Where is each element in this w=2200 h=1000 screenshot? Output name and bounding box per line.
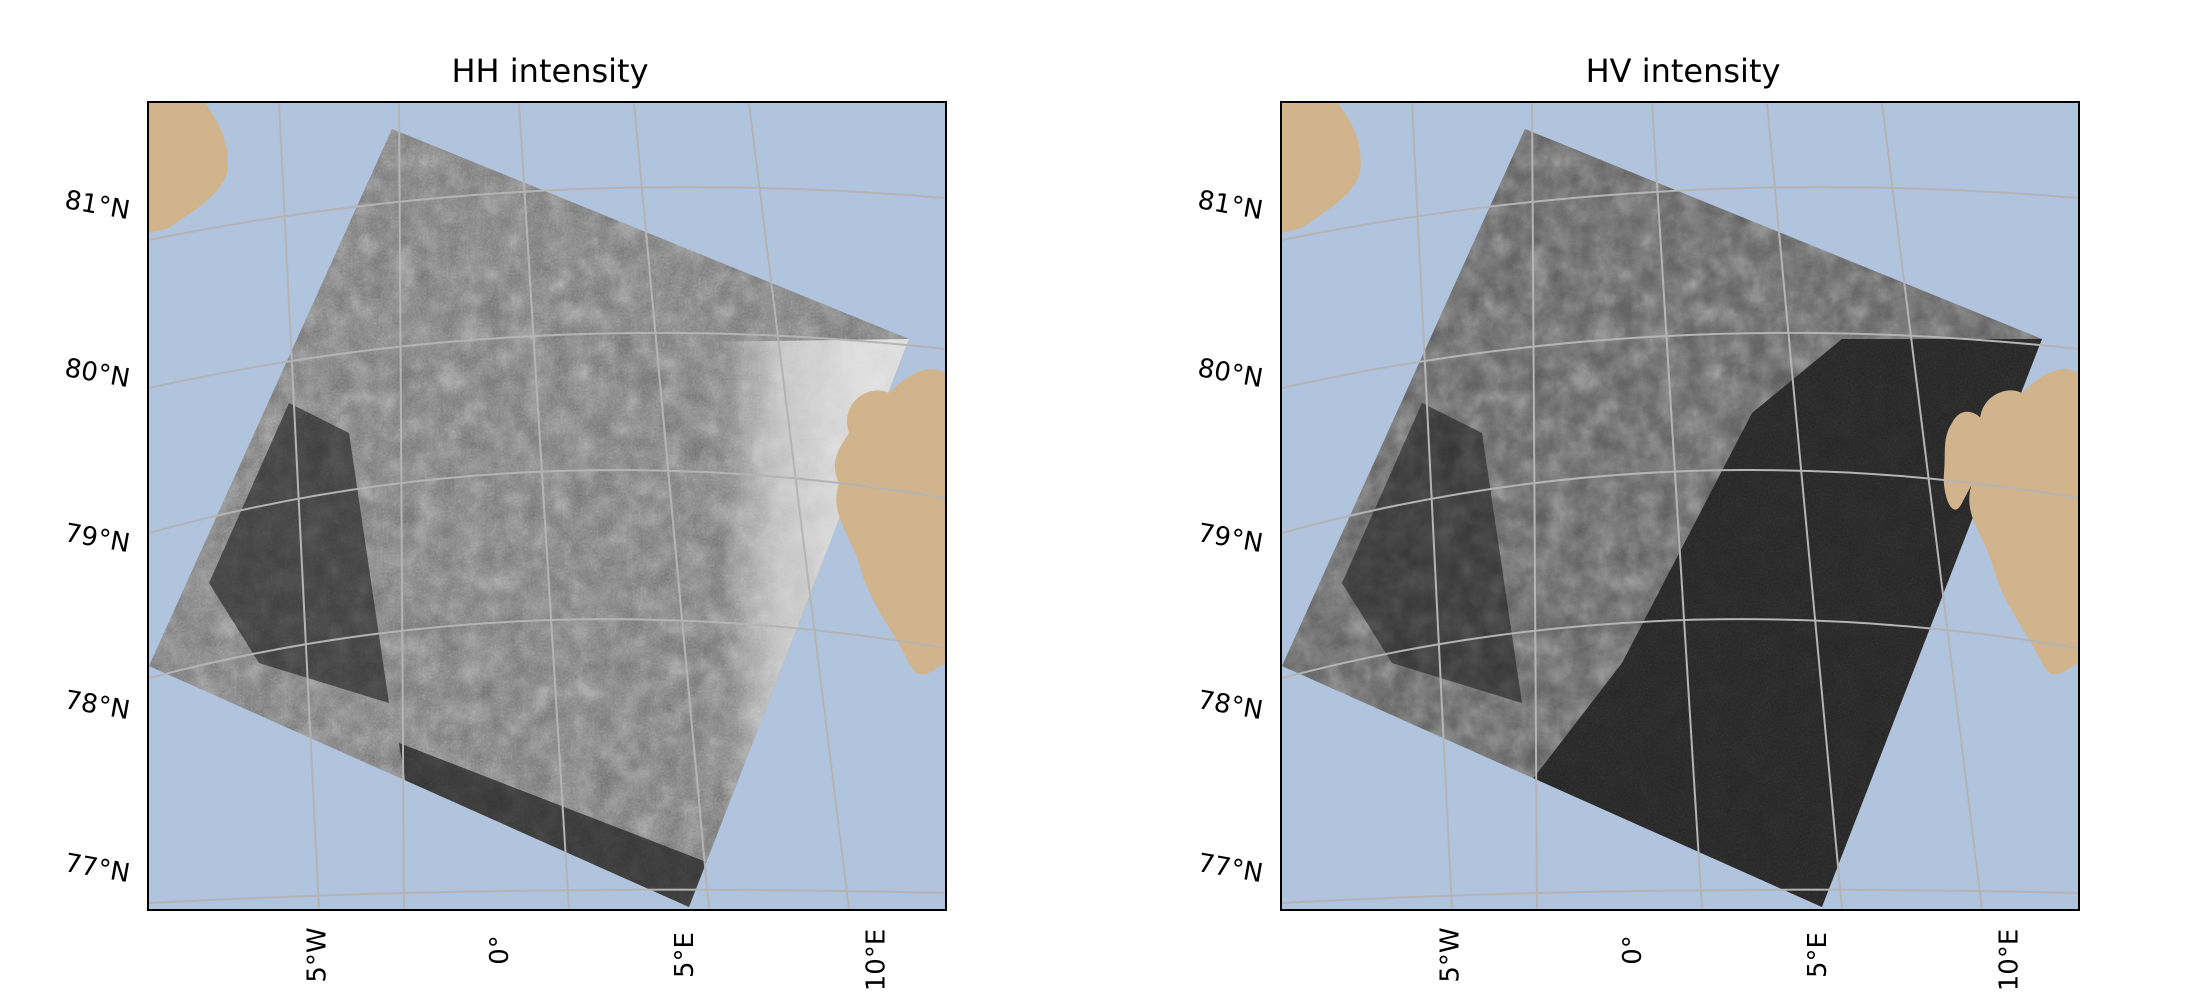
lon-label-10e: 10°E — [861, 928, 892, 992]
hh-title: HH intensity — [451, 52, 649, 90]
hh-panel: HH intensity — [62, 52, 947, 992]
lat-label-77: 77°N — [62, 848, 133, 890]
lon-label-5w: 5°W — [1435, 927, 1466, 983]
hv-map — [1280, 101, 2080, 911]
greenland-landmass — [149, 103, 228, 233]
hh-map-svg — [149, 103, 945, 909]
hv-map-svg — [1282, 103, 2078, 909]
lon-label-10e: 10°E — [1994, 928, 2025, 992]
lat-label-79: 79°N — [1195, 518, 1266, 560]
lon-label-5e: 5°E — [669, 932, 700, 978]
lat-label-81: 81°N — [1195, 185, 1266, 227]
lon-label-5e: 5°E — [1802, 932, 1833, 978]
graticule — [149, 103, 945, 909]
hh-map — [147, 101, 947, 911]
prins-karls-forland-landmass — [1943, 411, 1988, 510]
lat-label-77: 77°N — [1195, 848, 1266, 890]
lat-label-79: 79°N — [62, 518, 133, 560]
greenland-landmass — [1282, 103, 1361, 233]
hv-title: HV intensity — [1585, 52, 1781, 90]
lon-label-0: 0° — [484, 935, 515, 965]
lat-label-81: 81°N — [62, 185, 133, 227]
lat-label-80: 80°N — [1195, 353, 1266, 395]
lat-label-80: 80°N — [62, 353, 133, 395]
svalbard-landmass — [834, 369, 945, 675]
lon-label-5w: 5°W — [302, 927, 333, 983]
graticule — [1282, 103, 2078, 909]
hv-panel: HV intensity — [1133, 0, 2200, 1000]
lat-label-78: 78°N — [1195, 685, 1266, 727]
svalbard-landmass — [1967, 369, 2078, 675]
lat-label-78: 78°N — [62, 685, 133, 727]
lon-label-0: 0° — [1617, 935, 1648, 965]
